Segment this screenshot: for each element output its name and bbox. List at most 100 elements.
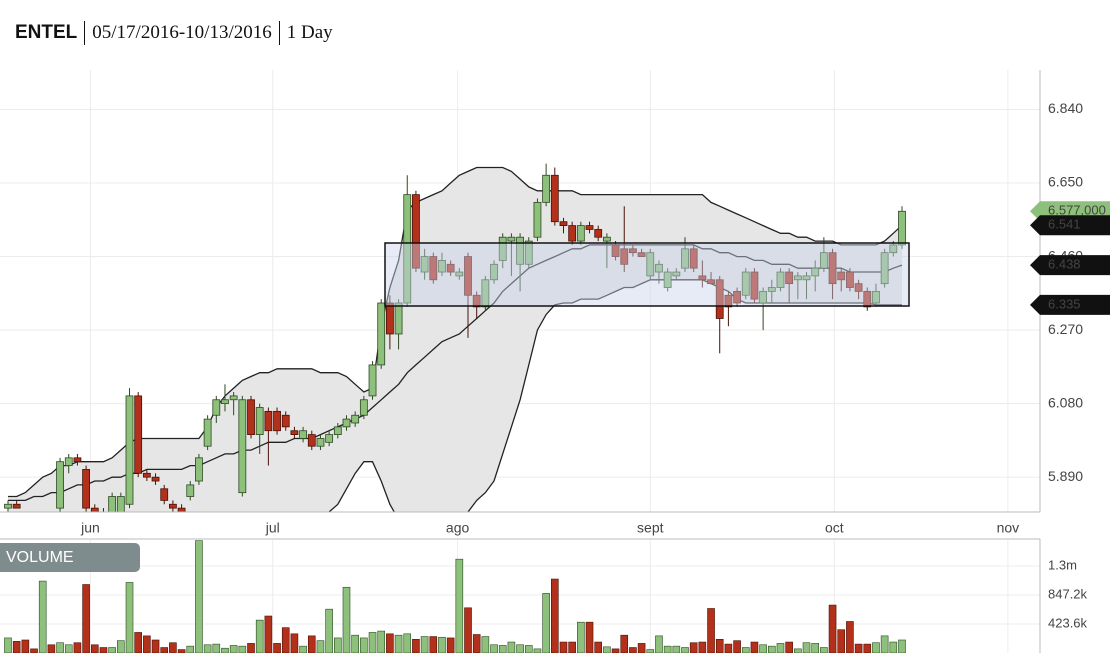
candle-body xyxy=(846,271,854,288)
x-tick-label: sept xyxy=(637,520,664,536)
volume-bar xyxy=(238,645,247,653)
candle-body xyxy=(12,503,21,509)
volume-bar xyxy=(724,643,733,653)
volume-bar xyxy=(603,646,611,653)
volume-bar xyxy=(863,643,872,653)
candle-body xyxy=(464,256,472,296)
date-range: 05/17/2016-10/13/2016 xyxy=(84,21,278,45)
candle-body xyxy=(22,516,29,520)
candle-body xyxy=(160,488,169,501)
candle-body xyxy=(715,279,724,319)
candle-body xyxy=(31,520,38,524)
volume-panel xyxy=(4,540,906,653)
candle-body xyxy=(620,248,629,265)
volume-bar xyxy=(481,636,490,653)
volume-bar xyxy=(212,643,221,653)
volume-bar xyxy=(872,642,880,653)
candle-body xyxy=(542,174,551,203)
volume-bar xyxy=(108,647,116,653)
volume-bar xyxy=(386,633,394,653)
volume-bar xyxy=(898,639,906,653)
volume-bar xyxy=(229,645,238,653)
band-area xyxy=(8,167,902,512)
volume-bar xyxy=(611,648,620,653)
candle-body xyxy=(776,271,785,288)
volume-bar xyxy=(64,644,73,653)
candle-body xyxy=(585,225,594,230)
volume-bar xyxy=(438,636,446,653)
volume-bar xyxy=(281,627,290,653)
candle-body xyxy=(811,267,820,277)
candle-body xyxy=(299,430,307,439)
volume-bar xyxy=(299,645,307,653)
candle-body xyxy=(689,248,698,269)
y-tick-label: 847.2k xyxy=(1048,586,1088,601)
candle-body xyxy=(290,430,299,435)
candle-body xyxy=(637,252,646,257)
candle-body xyxy=(4,503,12,509)
candle-body xyxy=(420,256,429,273)
volume-title: VOLUME xyxy=(6,549,74,566)
volume-bar xyxy=(151,639,160,653)
volume-bar xyxy=(854,643,863,653)
volume-bar xyxy=(117,640,125,653)
volume-bar xyxy=(507,641,516,653)
volume-bar xyxy=(551,578,559,653)
candle-body xyxy=(837,271,846,281)
candle-body xyxy=(854,283,863,292)
x-tick-label: jul xyxy=(265,520,280,536)
volume-bar xyxy=(125,582,134,653)
candle-body xyxy=(359,399,368,416)
candle-body xyxy=(151,476,160,482)
volume-bar xyxy=(794,648,802,653)
candle-body xyxy=(325,434,334,443)
candle-body xyxy=(681,248,689,269)
range-box xyxy=(384,242,910,307)
volume-bar xyxy=(533,648,542,653)
volume-bar xyxy=(802,642,811,653)
volume-bar xyxy=(559,641,568,653)
y-tick-label: 6.840 xyxy=(1048,100,1083,116)
volume-bar xyxy=(828,604,837,653)
x-tick-label: nov xyxy=(997,520,1020,536)
volume-bar xyxy=(429,636,438,653)
volume-bar xyxy=(307,635,316,653)
candle-body xyxy=(498,236,507,261)
candle-body xyxy=(793,275,802,281)
candle-body xyxy=(733,290,741,304)
volume-bar xyxy=(264,615,273,653)
candle-body xyxy=(516,236,524,265)
candle-body xyxy=(221,399,229,405)
candle-body xyxy=(142,472,151,478)
candle-body xyxy=(472,294,481,308)
x-tick-label: ago xyxy=(446,520,470,536)
candle-body xyxy=(490,263,498,281)
volume-bar xyxy=(73,642,82,653)
volume-bar xyxy=(776,643,785,653)
candle-body xyxy=(177,507,186,512)
price-tag-label: 6.335 xyxy=(1048,296,1081,311)
volume-bar xyxy=(21,639,30,653)
candle-body xyxy=(281,414,290,428)
volume-bar xyxy=(325,608,333,653)
candle-body xyxy=(64,457,73,466)
volume-bar xyxy=(221,647,229,653)
candle-body xyxy=(724,294,733,308)
candle-body xyxy=(819,252,828,269)
volume-bar xyxy=(620,634,629,653)
volume-bar xyxy=(377,630,386,653)
candle-body xyxy=(377,302,386,366)
volume-bar xyxy=(759,644,767,653)
volume-bar xyxy=(629,647,637,653)
candle-body xyxy=(195,457,203,482)
volume-bar xyxy=(811,643,819,653)
y-tick-label: 5.890 xyxy=(1048,468,1083,484)
volume-bar xyxy=(82,584,90,653)
candle-body xyxy=(273,410,281,432)
volume-bar xyxy=(186,645,195,653)
volume-bar xyxy=(420,636,429,653)
volume-bar xyxy=(342,586,351,653)
candle-body xyxy=(394,302,403,335)
